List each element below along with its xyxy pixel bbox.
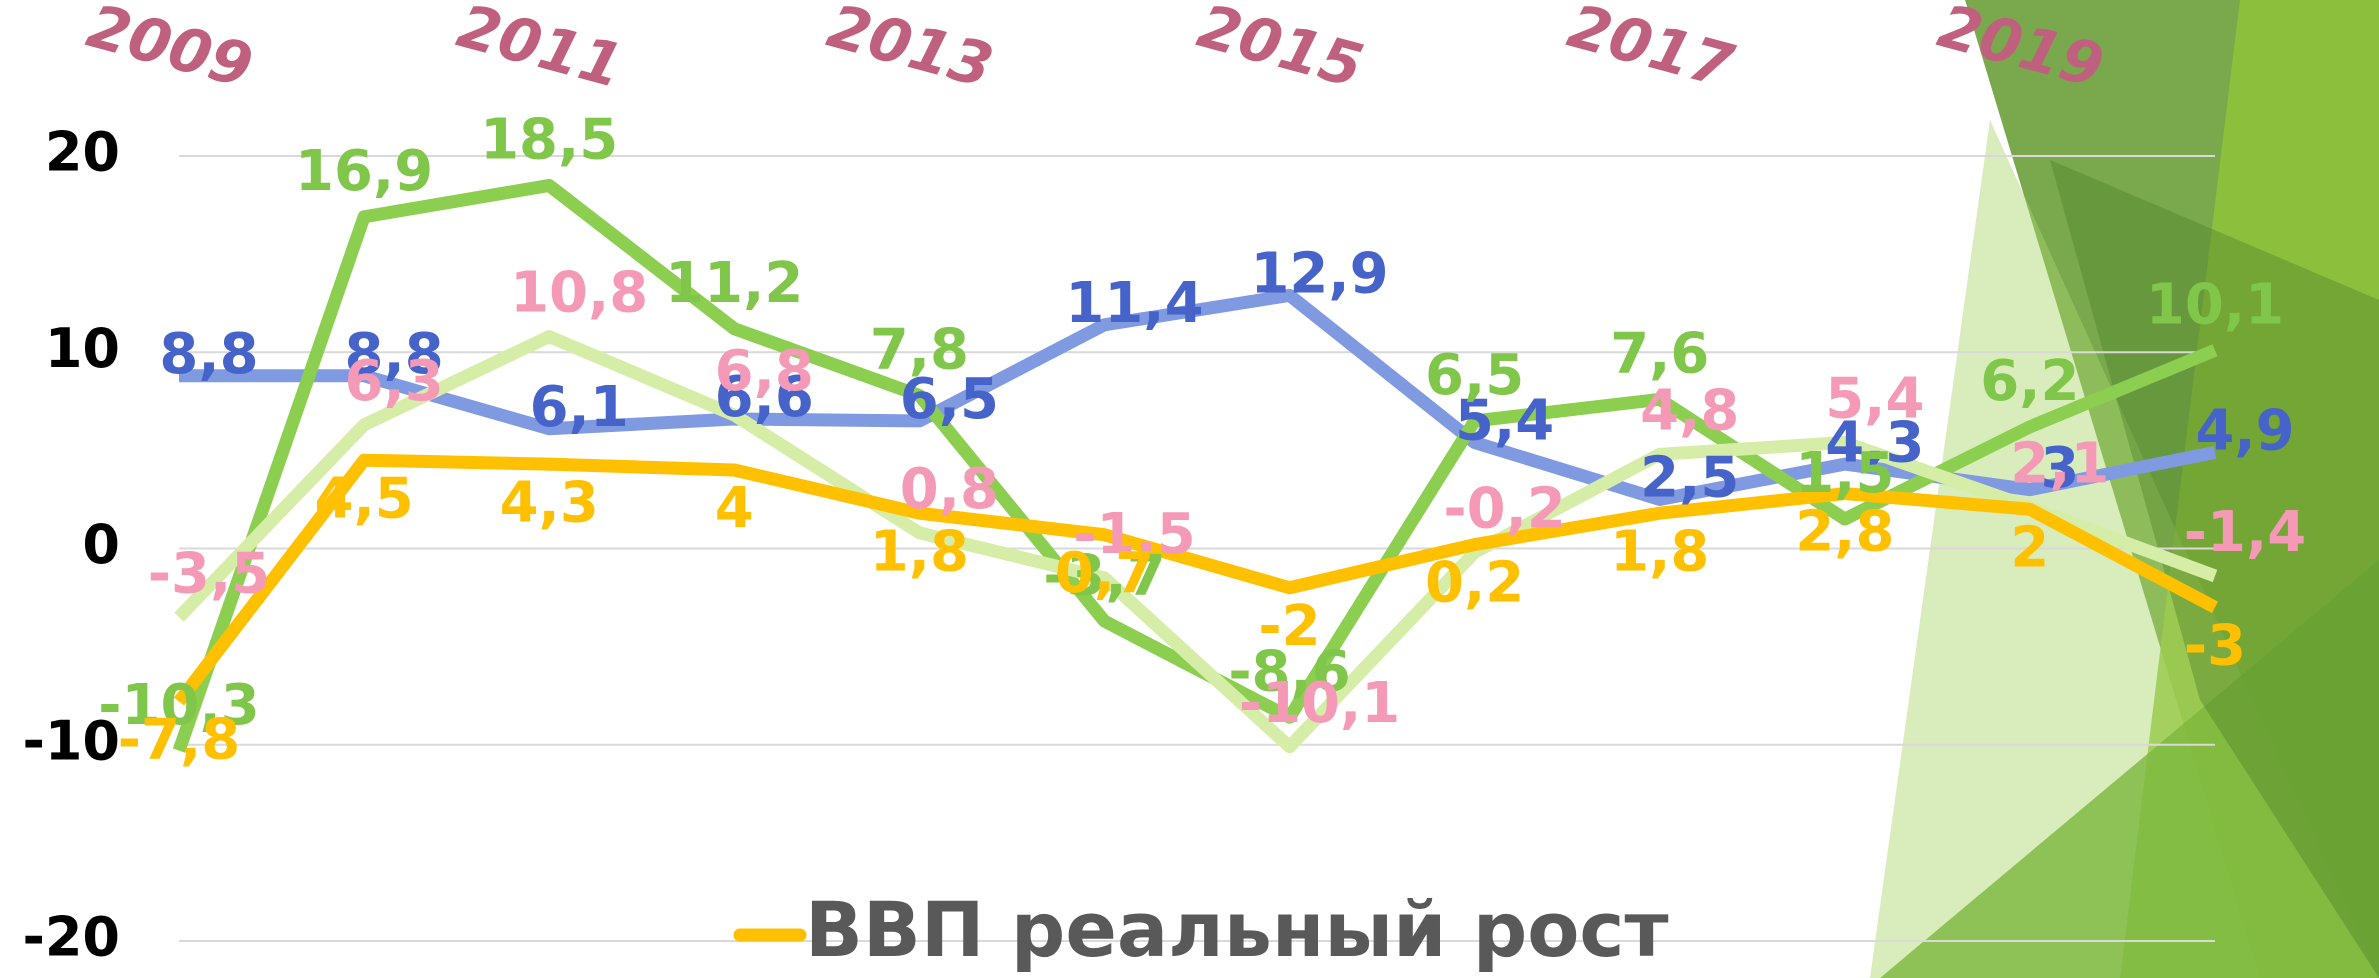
data-label: 0,8	[900, 457, 999, 522]
data-label: 6,5	[900, 367, 999, 432]
data-label: 6,8	[715, 339, 814, 404]
y-tick-label: 0	[82, 513, 120, 576]
y-tick-label: 20	[45, 121, 120, 184]
data-label: 5,4	[1825, 367, 1924, 432]
data-label: 1,8	[1610, 519, 1709, 584]
data-label: 6,3	[344, 349, 443, 414]
data-label: 0,7	[1055, 541, 1154, 606]
data-label: 4,8	[1640, 378, 1739, 443]
data-label: 2,1	[2010, 431, 2109, 496]
data-label: -2	[1258, 594, 1320, 659]
data-label: 1,8	[870, 519, 969, 584]
data-label: 5,4	[1455, 389, 1554, 454]
data-label: 7,6	[1610, 321, 1709, 386]
data-label: -3,7	[1043, 543, 1165, 608]
data-label: 2,5	[1640, 446, 1739, 511]
data-label: 4,9	[2195, 398, 2294, 463]
series-line	[174, 330, 2218, 754]
data-label: 8,8	[344, 322, 443, 387]
data-label: 16,9	[295, 139, 433, 204]
data-label: 1,5	[1795, 441, 1894, 506]
data-label: -10,3	[98, 673, 259, 738]
data-label: 10,1	[2146, 272, 2284, 337]
data-label: 0,2	[1425, 551, 1524, 616]
x-tick-label: 2009	[80, 0, 259, 102]
data-label: -7,8	[118, 708, 240, 773]
data-label: 11,2	[665, 251, 803, 316]
x-tick-label: 2017	[1561, 0, 1741, 102]
data-label: 12,9	[1250, 241, 1388, 306]
data-label: -1,5	[1073, 502, 1195, 567]
data-label: 6,5	[1425, 343, 1524, 408]
y-tick-label: 10	[45, 317, 120, 380]
data-label: 2	[2010, 515, 2049, 580]
y-tick-label: -10	[22, 709, 120, 772]
series-line	[179, 288, 2217, 506]
data-label: -8,6	[1228, 639, 1350, 704]
series-line	[173, 453, 2219, 706]
data-label: -3,5	[148, 541, 270, 606]
data-label: 4,5	[314, 466, 413, 531]
y-tick-label: -20	[22, 906, 120, 969]
data-label: 4,3	[500, 470, 599, 535]
legend-label: ВВП реальный рост	[805, 885, 1669, 974]
data-label: 4,3	[1825, 410, 1924, 475]
data-label: 6,1	[530, 375, 629, 440]
data-label: 18,5	[480, 108, 618, 173]
data-label: -0,2	[1443, 477, 1565, 542]
data-label: 2,8	[1795, 500, 1894, 565]
decoration	[1870, 0, 2379, 978]
data-label: 4	[715, 476, 754, 541]
data-label: 6,6	[715, 365, 814, 430]
data-label: -10,1	[1239, 671, 1400, 736]
data-label: 7,8	[870, 318, 969, 383]
data-label: 11,4	[1065, 271, 1203, 336]
data-label: 3	[2040, 436, 2079, 501]
x-tick-label: 2011	[450, 0, 629, 102]
data-label: -3	[2184, 614, 2246, 679]
x-tick-label: 2015	[1191, 0, 1370, 102]
data-label: 6,2	[1980, 349, 2079, 414]
data-label: 8,8	[159, 322, 258, 387]
data-label: -1,4	[2184, 500, 2306, 565]
data-label: 10,8	[510, 261, 648, 326]
x-tick-label: 2013	[821, 0, 1000, 102]
